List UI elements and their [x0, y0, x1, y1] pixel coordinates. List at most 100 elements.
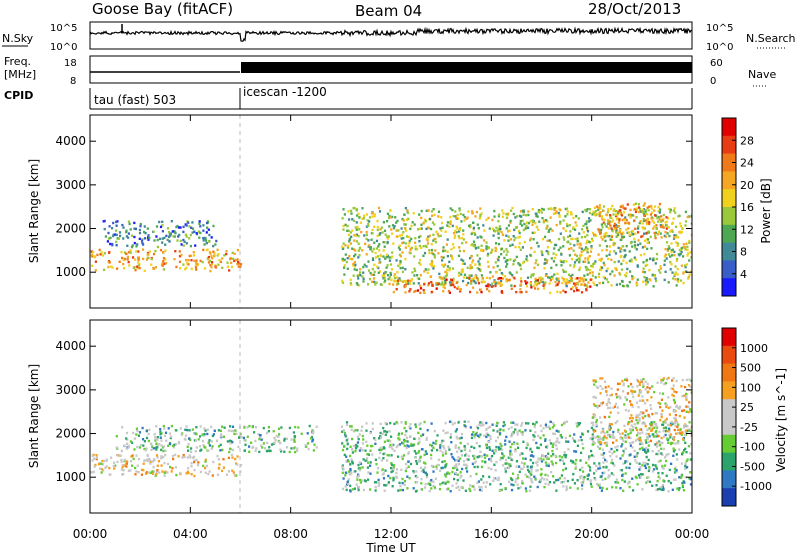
echo-cell: [412, 470, 415, 473]
echo-cell: [539, 276, 542, 279]
echo-cell: [665, 227, 668, 230]
echo-cell: [356, 274, 359, 277]
echo-cell: [650, 217, 653, 220]
echo-cell: [565, 278, 569, 281]
echo-cell: [156, 469, 159, 472]
echo-cell: [605, 487, 608, 491]
echo-cell: [127, 469, 130, 472]
echo-cell: [273, 441, 276, 445]
echo-cell: [532, 461, 535, 465]
echo-cell: [448, 291, 451, 294]
echo-cell: [143, 447, 146, 451]
echo-cell: [450, 254, 453, 258]
echo-cell: [622, 439, 625, 442]
echo-cell: [545, 425, 548, 429]
echo-cell: [255, 447, 258, 450]
echo-cell: [162, 251, 165, 254]
echo-cell: [406, 475, 409, 478]
echo-cell: [593, 233, 596, 236]
echo-cell: [203, 236, 206, 240]
echo-cell: [685, 396, 688, 399]
echo-cell: [407, 460, 410, 463]
echo-cell: [466, 470, 469, 473]
echo-cell: [396, 276, 399, 279]
echo-cell: [132, 266, 135, 269]
echo-cell: [375, 247, 378, 250]
echo-cell: [678, 414, 681, 418]
echo-cell: [648, 205, 651, 208]
echo-cell: [117, 454, 120, 457]
echo-cell: [479, 288, 482, 291]
echo-cell: [624, 378, 627, 381]
echo-cell: [494, 249, 497, 253]
echo-cell: [401, 251, 404, 254]
echo-cell: [538, 281, 541, 285]
echo-cell: [627, 385, 630, 388]
echo-cell: [399, 261, 402, 264]
echo-cell: [650, 247, 653, 250]
echo-cell: [388, 282, 391, 286]
echo-cell: [178, 260, 182, 263]
echo-cell: [487, 466, 490, 470]
echo-cell: [638, 419, 641, 422]
echo-cell: [608, 222, 611, 225]
echo-cell: [443, 283, 446, 286]
echo-cell: [261, 446, 264, 449]
echo-cell: [378, 456, 381, 460]
echo-cell: [671, 393, 674, 397]
echo-cell: [588, 466, 592, 469]
echo-cell: [539, 479, 542, 482]
echo-cell: [647, 444, 650, 447]
echo-cell: [660, 225, 664, 228]
echo-cell: [378, 249, 381, 252]
echo-cell: [437, 215, 440, 218]
echo-cell: [230, 453, 234, 457]
echo-cell: [125, 230, 128, 234]
echo-cell: [110, 456, 113, 459]
echo-cell: [237, 265, 240, 268]
echo-cell: [665, 459, 668, 463]
echo-cell: [665, 257, 668, 260]
echo-cell: [493, 209, 496, 213]
echo-cell: [625, 271, 628, 275]
echo-cell: [126, 244, 129, 247]
echo-cell: [280, 450, 283, 453]
echo-cell: [669, 268, 672, 271]
echo-cell: [557, 478, 560, 482]
echo-cell: [623, 273, 627, 277]
echo-cell: [457, 485, 460, 489]
echo-cell: [555, 489, 558, 492]
echo-cell: [638, 437, 641, 440]
echo-cell: [189, 244, 192, 248]
echo-cell: [418, 423, 421, 426]
echo-cell: [536, 215, 539, 218]
echo-cell: [623, 424, 626, 428]
echo-cell: [672, 217, 675, 220]
echo-cell: [525, 282, 528, 285]
echo-cell: [425, 473, 428, 477]
echo-cell: [414, 237, 417, 240]
echo-cell: [374, 442, 377, 445]
echo-cell: [490, 460, 493, 463]
echo-cell: [670, 387, 673, 390]
echo-cell: [582, 280, 585, 283]
echo-cell: [496, 264, 499, 268]
echo-cell: [141, 238, 144, 241]
echo-cell: [641, 395, 644, 398]
echo-cell: [154, 474, 157, 477]
echo-cell: [182, 238, 185, 242]
echo-cell: [654, 236, 657, 240]
echo-cell: [95, 454, 98, 457]
echo-cell: [553, 247, 556, 250]
x-tick-label: 08:00: [273, 527, 308, 541]
echo-cell: [290, 447, 293, 450]
echo-cell: [455, 465, 458, 468]
echo-cell: [392, 468, 395, 471]
echo-cell: [470, 436, 473, 440]
echo-cell: [648, 427, 651, 430]
echo-cell: [617, 246, 620, 250]
echo-cell: [508, 480, 511, 484]
nsky-line: [89, 26, 693, 42]
echo-cell: [621, 232, 624, 235]
echo-cell: [524, 280, 527, 283]
